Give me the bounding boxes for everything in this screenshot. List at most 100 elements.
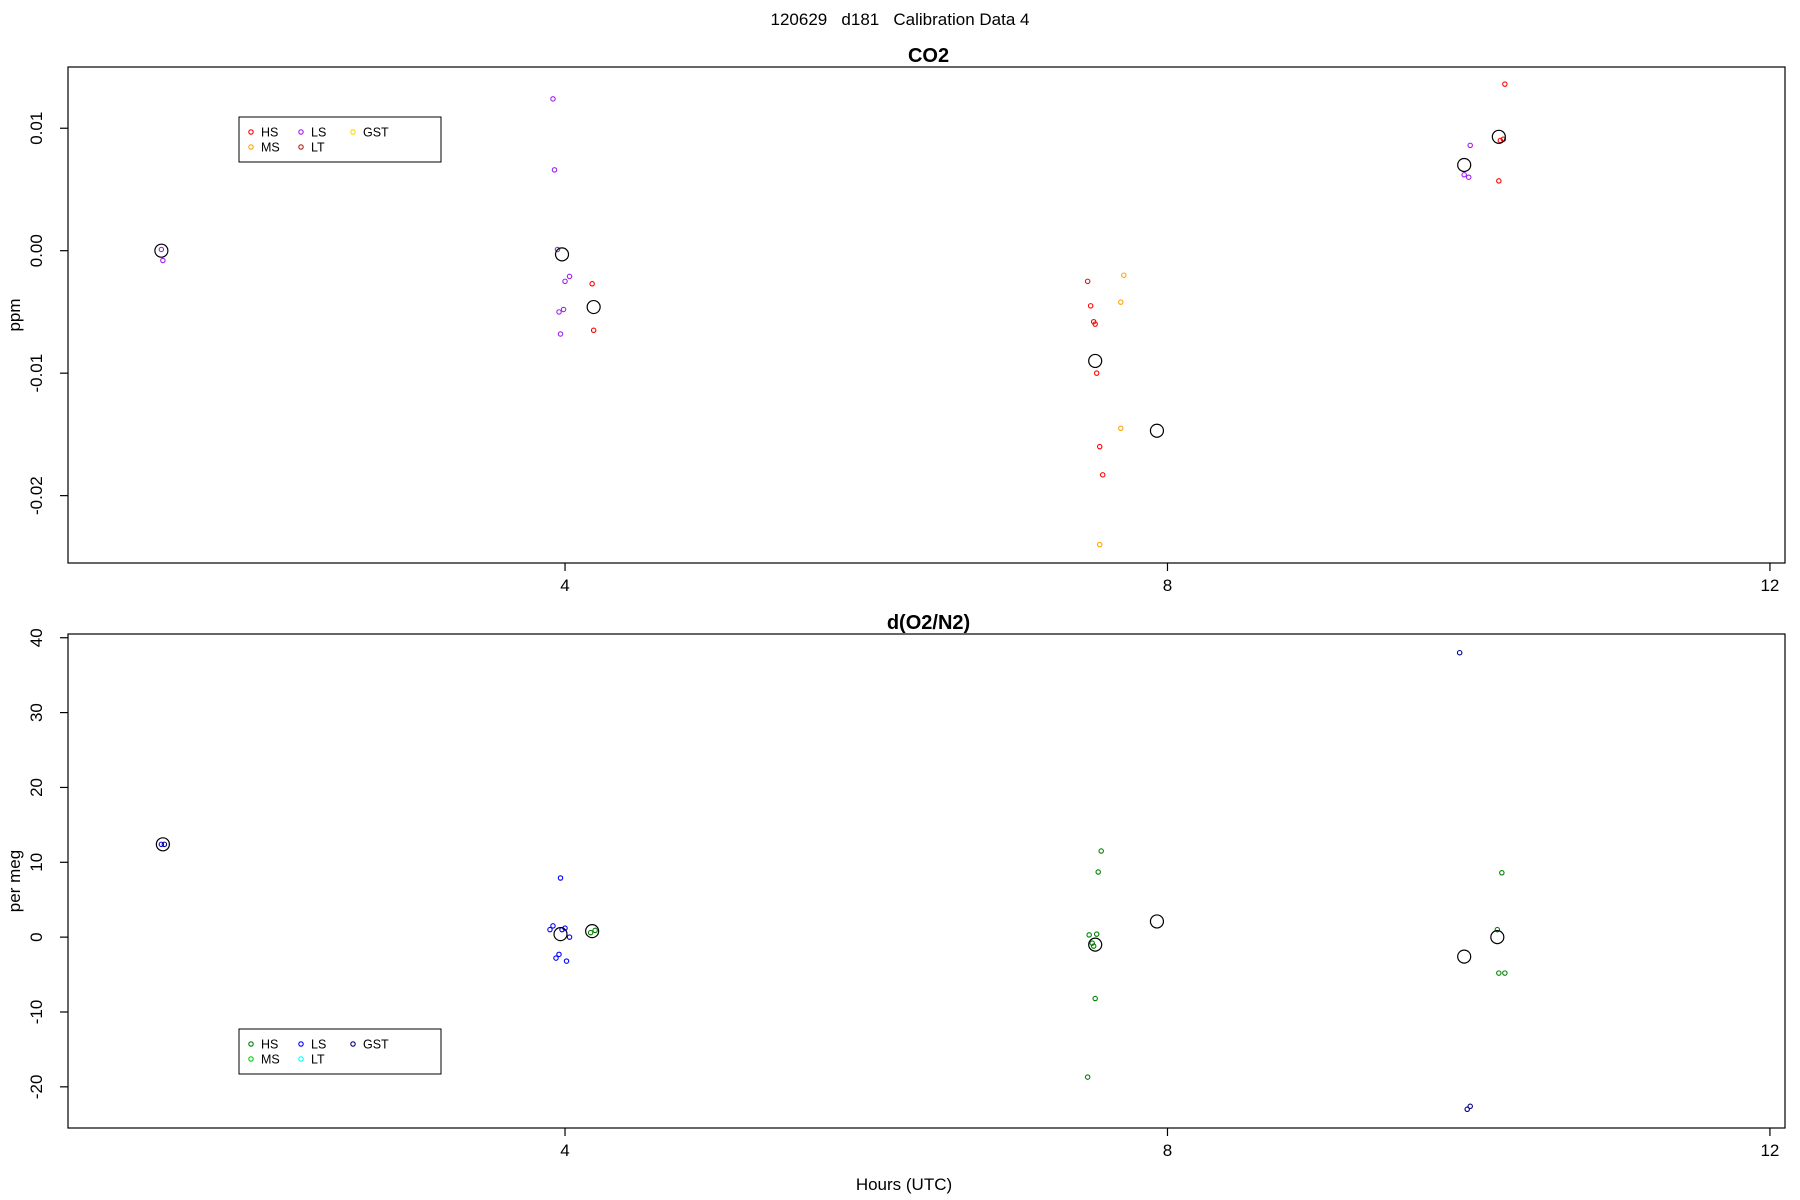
y-tick-label: -10 <box>27 1000 46 1025</box>
y-tick-label: 0.01 <box>27 112 46 145</box>
data-point <box>550 923 556 929</box>
data-point <box>589 281 595 287</box>
data-point <box>560 306 567 313</box>
page-title: 120629 d181 Calibration Data 4 <box>770 10 1030 29</box>
data-point <box>1496 178 1502 184</box>
data-point <box>1464 1106 1470 1113</box>
data-point <box>158 246 165 253</box>
y-tick-label: 40 <box>27 628 46 647</box>
data-point <box>1502 970 1508 976</box>
data-point <box>1096 541 1103 548</box>
data-point <box>556 951 562 958</box>
y-tick-label: -20 <box>27 1075 46 1100</box>
x-tick-label: 12 <box>1760 1141 1779 1160</box>
legend-label: MS <box>261 141 280 155</box>
data-point <box>1121 272 1127 278</box>
data-point <box>1095 869 1101 875</box>
mean-point <box>1457 157 1472 173</box>
legend-label: LS <box>311 1038 326 1052</box>
y-axis-label: ppm <box>5 298 24 331</box>
legend-marker <box>350 1041 356 1047</box>
y-tick-label: 10 <box>27 853 46 872</box>
data-point <box>563 958 570 964</box>
data-point <box>1087 303 1094 309</box>
data-point <box>1093 931 1100 937</box>
data-point <box>1099 472 1106 478</box>
legend-label: MS <box>261 1053 280 1067</box>
data-point <box>1084 278 1091 285</box>
mean-point <box>1457 949 1472 964</box>
mean-point <box>586 299 601 315</box>
legend-label: HS <box>261 126 278 140</box>
legend-label: LT <box>311 141 325 155</box>
mean-point <box>155 837 170 852</box>
plot-frame <box>67 633 1786 1129</box>
legend-marker <box>248 1056 254 1062</box>
x-axis-label: Hours (UTC) <box>856 1175 952 1194</box>
data-point <box>1467 1103 1473 1110</box>
mean-point <box>554 247 570 262</box>
data-point <box>1090 943 1097 949</box>
data-point <box>1084 1074 1091 1080</box>
y-tick-label: -0.02 <box>27 476 46 515</box>
mean-point <box>1088 353 1103 369</box>
data-point <box>592 927 598 934</box>
data-point <box>562 278 568 285</box>
legend-marker <box>248 1041 254 1047</box>
data-point <box>553 955 559 961</box>
mean-point <box>1149 914 1165 929</box>
data-point <box>566 273 573 280</box>
data-point <box>1092 321 1098 327</box>
legend-marker <box>248 144 254 150</box>
data-point <box>1096 443 1103 450</box>
legend-label: GST <box>363 126 389 140</box>
mean-point <box>553 927 568 942</box>
data-point <box>1461 172 1467 178</box>
legend-box <box>238 116 442 163</box>
x-tick-label: 8 <box>1163 576 1172 595</box>
legend-label: GST <box>363 1038 389 1052</box>
data-point <box>1098 848 1104 854</box>
data-point <box>550 96 556 102</box>
x-tick-label: 4 <box>560 1141 569 1160</box>
legend-marker <box>298 1056 304 1062</box>
mean-point <box>1491 129 1506 144</box>
y-tick-label: 20 <box>27 778 46 797</box>
data-point <box>554 246 561 253</box>
x-tick-label: 8 <box>1163 1141 1172 1160</box>
data-point <box>1496 970 1502 976</box>
y-tick-label: 30 <box>27 703 46 722</box>
legend-marker <box>298 144 304 150</box>
mean-point <box>1149 423 1165 438</box>
legend-box <box>238 1028 442 1075</box>
data-point <box>566 934 573 940</box>
data-point <box>1465 174 1472 180</box>
y-tick-label: 0.00 <box>27 234 46 267</box>
x-tick-label: 4 <box>560 576 569 595</box>
data-point <box>160 257 166 264</box>
y-axis-label: per meg <box>5 850 24 912</box>
data-point <box>1499 870 1505 876</box>
data-point <box>590 327 597 334</box>
data-point <box>1118 425 1124 432</box>
data-point <box>557 331 564 337</box>
legend-marker <box>248 129 254 135</box>
legend-label: LS <box>311 126 326 140</box>
legend-label: HS <box>261 1038 278 1052</box>
data-point <box>1089 940 1095 946</box>
plot-frame <box>67 66 1786 564</box>
data-point <box>551 167 558 173</box>
data-point <box>1086 932 1092 938</box>
panel-title: CO2 <box>908 45 949 67</box>
data-point <box>556 309 562 315</box>
y-tick-label: -0.01 <box>27 354 46 393</box>
data-point <box>1467 142 1473 149</box>
data-point <box>158 841 165 848</box>
data-point <box>1502 81 1508 87</box>
data-point <box>547 926 553 933</box>
y-tick-label: 0 <box>27 932 46 941</box>
legend-marker <box>298 129 304 135</box>
legend-marker <box>350 129 356 135</box>
mean-point <box>1490 930 1505 945</box>
